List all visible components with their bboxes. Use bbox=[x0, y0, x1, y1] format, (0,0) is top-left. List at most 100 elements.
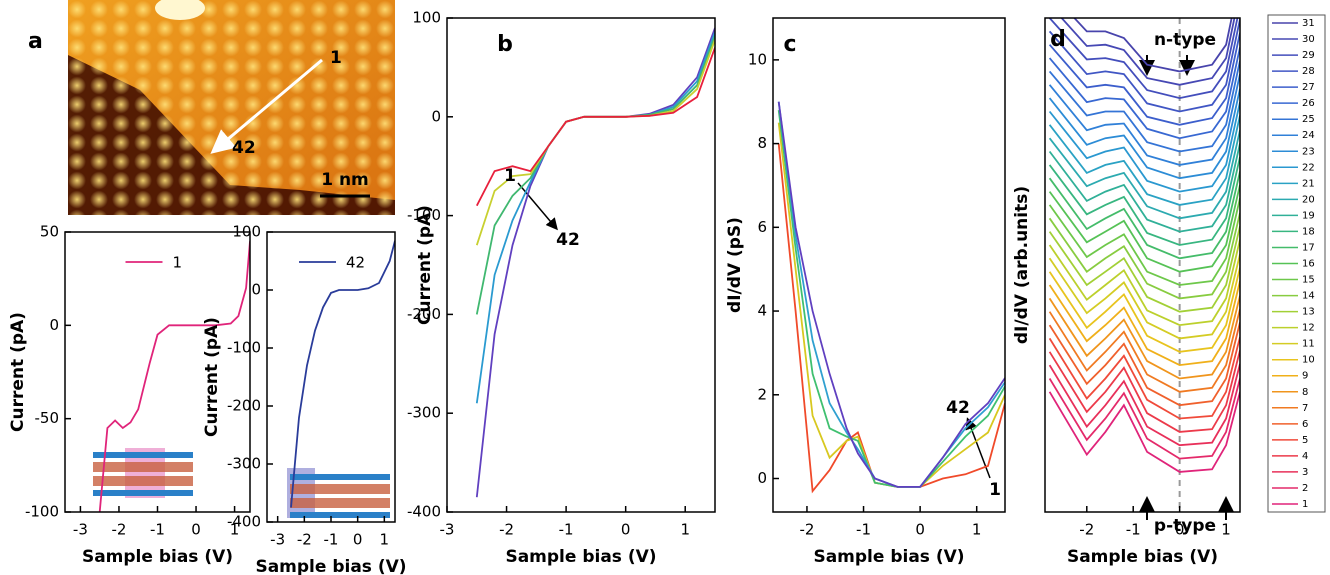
legend-label: 26 bbox=[1302, 98, 1315, 109]
series-line bbox=[1048, 322, 1240, 407]
legend-label: 9 bbox=[1302, 371, 1308, 382]
series-line bbox=[1073, 18, 1233, 73]
y-tick-label: -200 bbox=[227, 397, 261, 415]
marker-label: 42 bbox=[232, 138, 256, 158]
x-tick-label: -2 bbox=[799, 521, 814, 539]
x-tick-label: 1 bbox=[1221, 521, 1231, 539]
series-line bbox=[1048, 295, 1240, 380]
series-line bbox=[1048, 350, 1240, 433]
legend-label: 42 bbox=[346, 254, 365, 272]
y-tick-label: -50 bbox=[35, 409, 60, 427]
legend-label: 13 bbox=[1302, 307, 1315, 318]
legend-label: 23 bbox=[1302, 146, 1315, 157]
legend-label: 6 bbox=[1302, 419, 1308, 430]
legend-label: 10 bbox=[1302, 355, 1315, 366]
x-tick-label: -1 bbox=[559, 521, 574, 539]
series-line bbox=[475, 27, 715, 498]
series-line bbox=[1048, 130, 1240, 220]
y-tick-label: 50 bbox=[40, 223, 59, 241]
panel-label: a bbox=[28, 29, 43, 54]
x-axis-title: Sample bias (V) bbox=[82, 547, 233, 567]
legend-label: 14 bbox=[1302, 291, 1315, 302]
series-line bbox=[1048, 226, 1240, 313]
x-tick-label: -3 bbox=[440, 521, 455, 539]
series-line bbox=[1048, 212, 1240, 300]
annotation: 1 bbox=[989, 480, 1001, 500]
y-tick-label: 4 bbox=[757, 302, 767, 320]
series-line bbox=[1048, 308, 1240, 393]
y-axis-title: Current (pA) bbox=[8, 312, 28, 432]
x-tick-label: -2 bbox=[111, 521, 126, 539]
plot-area bbox=[98, 241, 250, 512]
y-axis-title: Current (pA) bbox=[415, 205, 435, 325]
y-tick-label: -400 bbox=[407, 503, 441, 521]
plot-frame bbox=[446, 17, 716, 513]
x-tick-label: 0 bbox=[191, 521, 201, 539]
series-line bbox=[1048, 60, 1240, 153]
y-tick-label: 8 bbox=[757, 134, 767, 152]
annotation: p-type bbox=[1154, 516, 1216, 536]
series-line bbox=[1048, 239, 1240, 327]
series-line bbox=[1048, 101, 1240, 193]
series-line bbox=[1048, 19, 1240, 113]
series-line bbox=[777, 101, 1005, 488]
scale-bar-label: 1 nm bbox=[321, 170, 369, 190]
structure-inset bbox=[287, 468, 390, 518]
x-tick-label: -1 bbox=[324, 531, 339, 549]
y-tick-label: 6 bbox=[757, 218, 767, 236]
series-line bbox=[475, 47, 715, 207]
series-line bbox=[1048, 363, 1240, 447]
x-tick-label: 0 bbox=[1175, 521, 1185, 539]
plot-area bbox=[475, 27, 715, 498]
legend-label: 27 bbox=[1302, 82, 1315, 93]
series-line bbox=[475, 39, 715, 246]
legend-label: 11 bbox=[1302, 339, 1315, 350]
legend-label: 29 bbox=[1302, 50, 1315, 61]
x-tick-label: -3 bbox=[270, 531, 285, 549]
series-line bbox=[1048, 115, 1240, 206]
x-tick-label: -2 bbox=[499, 521, 514, 539]
annotation: n-type bbox=[1154, 30, 1216, 50]
y-tick-label: 10 bbox=[748, 50, 767, 68]
series-line bbox=[1048, 47, 1240, 140]
y-axis-title: dI/dV (arb.units) bbox=[1012, 186, 1032, 344]
x-tick-label: 0 bbox=[621, 521, 631, 539]
series-line bbox=[1048, 280, 1240, 367]
y-tick-label: -300 bbox=[227, 455, 261, 473]
arrow bbox=[517, 182, 558, 231]
series-line bbox=[1048, 391, 1240, 473]
series-line bbox=[290, 240, 395, 508]
series-line bbox=[1048, 143, 1240, 233]
x-axis-title: Sample bias (V) bbox=[255, 557, 406, 575]
legend-label: 16 bbox=[1302, 259, 1315, 270]
legend-label: 28 bbox=[1302, 66, 1315, 77]
y-tick-label: -400 bbox=[227, 513, 261, 531]
x-tick-label: 1 bbox=[972, 521, 982, 539]
y-tick-label: -300 bbox=[407, 404, 441, 422]
y-tick-label: -100 bbox=[227, 339, 261, 357]
series-line bbox=[1048, 184, 1240, 273]
y-tick-label: 0 bbox=[757, 469, 767, 487]
panel-label: c bbox=[783, 32, 796, 57]
annotation: 1 bbox=[504, 166, 516, 186]
stm-image bbox=[68, 0, 395, 215]
y-tick-label: -200 bbox=[407, 305, 441, 323]
y-tick-label: 0 bbox=[49, 316, 59, 334]
legend-label: 21 bbox=[1302, 178, 1315, 189]
legend-label: 22 bbox=[1302, 162, 1315, 173]
legend-label: 1 bbox=[173, 254, 183, 272]
x-tick-label: 1 bbox=[230, 521, 240, 539]
series-line bbox=[1048, 254, 1240, 340]
x-tick-label: 0 bbox=[915, 521, 925, 539]
legend-label: 15 bbox=[1302, 275, 1315, 286]
plot-frame bbox=[772, 17, 1006, 513]
series-line bbox=[1048, 197, 1240, 286]
series-line bbox=[1048, 336, 1240, 420]
series-line bbox=[98, 241, 250, 512]
series-line bbox=[777, 143, 1005, 494]
series-line bbox=[1048, 18, 1239, 100]
series-line bbox=[1048, 88, 1240, 180]
legend-label: 18 bbox=[1302, 226, 1315, 237]
panel-label: b bbox=[497, 32, 513, 57]
series-line bbox=[1048, 73, 1240, 166]
